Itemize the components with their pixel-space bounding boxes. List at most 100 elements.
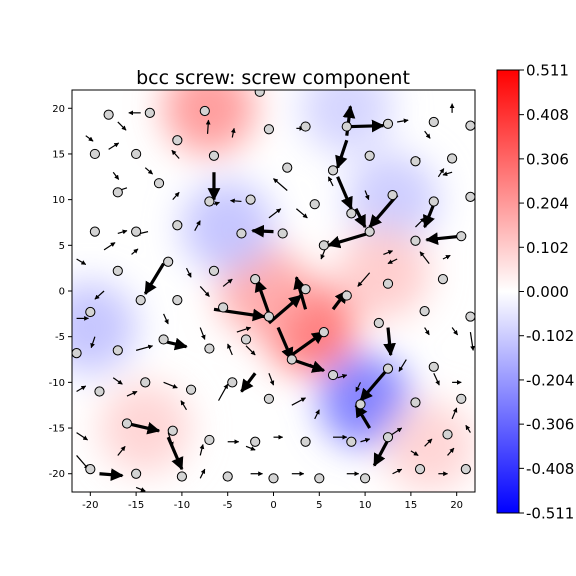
x-tick-label: -5 xyxy=(223,500,233,511)
displacement-arrow xyxy=(442,254,451,260)
colorbar-tick-label: 0.511 xyxy=(526,62,569,80)
displacement-arrow xyxy=(199,468,206,479)
atom-layer xyxy=(72,90,475,484)
displacement-arrow xyxy=(360,437,371,443)
displacement-arrow xyxy=(433,372,440,386)
displacement-arrow xyxy=(117,229,128,235)
y-tick-label: 5 xyxy=(59,241,65,252)
atom-point xyxy=(359,473,371,484)
x-tick-label: 0 xyxy=(270,500,276,511)
displacement-arrow xyxy=(368,194,399,229)
displacement-arrow xyxy=(76,385,87,393)
colorbar-tick-label: -0.204 xyxy=(526,371,574,389)
displacement-arrow xyxy=(126,390,138,397)
colorbar-tick-label: -0.408 xyxy=(526,460,574,478)
x-tick-label: 10 xyxy=(359,500,372,511)
atom-point xyxy=(341,121,352,132)
atom-point xyxy=(346,208,357,219)
atom-point xyxy=(460,464,471,475)
displacement-arrow xyxy=(268,208,282,219)
displacement-arrow xyxy=(76,258,87,266)
displacement-arrow xyxy=(194,220,201,231)
atom-point xyxy=(410,397,421,408)
x-axis: -20 -15 -10 -5 0 5 10 15 20 xyxy=(82,492,463,511)
colorbar-tick-label: -0.511 xyxy=(526,505,574,523)
atom-point xyxy=(112,345,123,356)
displacement-arrow xyxy=(424,327,430,336)
atom-point xyxy=(428,196,439,207)
atom-point xyxy=(300,436,311,447)
atom-point xyxy=(222,471,233,482)
displacement-arrow xyxy=(135,486,146,492)
y-tick-label: -10 xyxy=(49,378,65,389)
displacement-arrow xyxy=(218,383,229,401)
atom-point xyxy=(85,464,96,475)
displacement-arrow xyxy=(451,407,458,420)
displacement-arrow xyxy=(117,121,127,131)
atom-point xyxy=(131,468,142,479)
atom-point xyxy=(236,228,247,239)
atom-point xyxy=(163,256,174,267)
displacement-arrow xyxy=(447,447,455,456)
atom-point xyxy=(382,432,394,443)
atom-point xyxy=(227,377,238,388)
displacement-arrow xyxy=(222,278,233,287)
displacement-arrow xyxy=(424,438,433,447)
displacement-arrow xyxy=(230,127,236,138)
atom-point xyxy=(437,274,449,285)
displacement-arrow xyxy=(383,327,396,357)
x-tick-label: 15 xyxy=(405,500,418,511)
displacement-arrow xyxy=(335,139,349,169)
y-tick-label: -15 xyxy=(49,424,65,435)
displacement-arrow xyxy=(171,149,180,159)
atom-point xyxy=(364,150,375,161)
displacement-arrow xyxy=(354,208,367,229)
atom-point xyxy=(218,302,229,313)
atom-point xyxy=(112,265,123,276)
displacement-arrow xyxy=(199,286,210,297)
x-tick-label: -20 xyxy=(82,500,98,511)
displacement-arrow xyxy=(268,373,275,386)
atom-point xyxy=(346,436,357,447)
atom-point xyxy=(131,226,142,237)
atom-point xyxy=(465,120,475,131)
atom-point xyxy=(442,429,453,440)
displacement-arrow xyxy=(245,445,256,451)
x-tick-label: -15 xyxy=(128,500,144,511)
y-tick-label: 10 xyxy=(52,195,65,206)
displacement-arrow xyxy=(424,130,431,139)
atom-point xyxy=(327,369,339,381)
atom-point xyxy=(254,90,265,97)
atom-point xyxy=(456,231,467,242)
displacement-arrow xyxy=(245,345,256,356)
atom-point xyxy=(240,334,252,345)
colorbar-tick-label: 0.204 xyxy=(526,195,569,213)
displacement-arrow xyxy=(99,468,124,482)
atom-point xyxy=(263,124,275,135)
atom-point xyxy=(135,295,146,306)
displacement-arrow xyxy=(251,224,274,238)
atom-point xyxy=(250,436,261,447)
atom-point xyxy=(355,399,366,410)
atom-point xyxy=(144,107,155,118)
displacement-arrow xyxy=(422,203,436,229)
displacement-arrow xyxy=(112,171,120,180)
atom-point xyxy=(204,343,215,354)
atom-point xyxy=(121,418,133,429)
y-tick-label: -20 xyxy=(49,469,65,480)
displacement-arrow xyxy=(359,367,390,402)
y-tick-label: -5 xyxy=(55,332,65,343)
atom-point xyxy=(112,187,123,198)
atom-point xyxy=(428,116,439,128)
atom-point xyxy=(428,361,439,372)
colorbar-tick-label: 0.306 xyxy=(526,150,569,168)
atom-point xyxy=(286,354,297,365)
atom-point xyxy=(263,393,275,404)
atom-point xyxy=(309,199,320,210)
atom-point xyxy=(382,278,394,289)
displacement-arrow xyxy=(296,208,308,219)
displacement-arrow xyxy=(392,468,403,475)
displacement-arrow xyxy=(290,330,325,357)
x-tick-label: -10 xyxy=(174,500,190,511)
